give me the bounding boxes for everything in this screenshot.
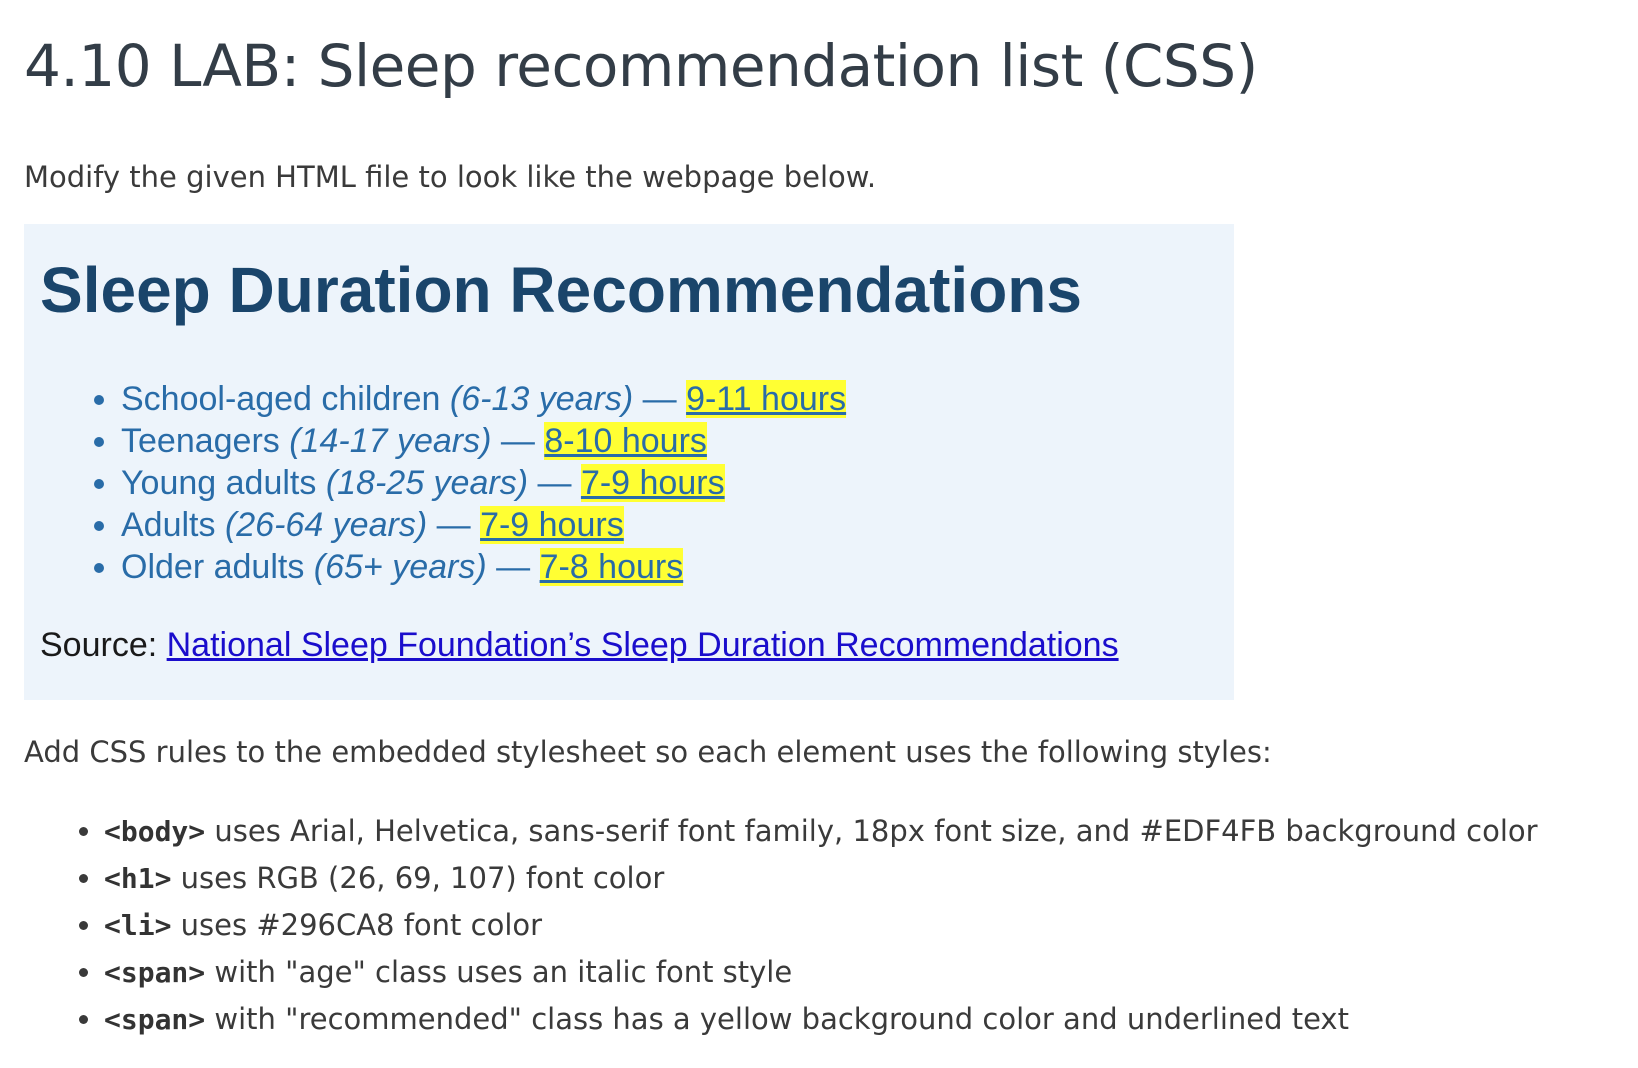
separator: — bbox=[427, 506, 481, 544]
separator: — bbox=[528, 464, 581, 502]
age-group: Young adults bbox=[121, 464, 326, 502]
recommended-hours: 9-11 hours bbox=[686, 380, 847, 418]
rule-text: uses Arial, Helvetica, sans-serif font f… bbox=[205, 814, 1538, 848]
list-item: Older adults (65+ years) — 7-8 hours bbox=[121, 546, 846, 588]
rule-text: uses #296CA8 font color bbox=[171, 908, 543, 942]
rule-text: uses RGB (26, 69, 107) font color bbox=[171, 861, 665, 895]
rule-item: <span> with "recommended" class has a ye… bbox=[104, 996, 1538, 1043]
tag-code: <body> bbox=[104, 815, 206, 848]
intro-text: Modify the given HTML file to look like … bbox=[24, 160, 877, 194]
age-range: (18-25 years) bbox=[325, 464, 529, 502]
tag-code: <span> bbox=[104, 956, 206, 989]
separator: — bbox=[633, 380, 687, 418]
css-rules-list: <body> uses Arial, Helvetica, sans-serif… bbox=[0, 808, 1538, 1043]
rule-item: <h1> uses RGB (26, 69, 107) font color bbox=[104, 855, 1538, 902]
separator: — bbox=[491, 422, 545, 460]
age-range: (14-17 years) bbox=[289, 422, 492, 460]
list-item: Adults (26-64 years) — 7-9 hours bbox=[121, 504, 846, 546]
recommended-hours: 7-9 hours bbox=[580, 464, 725, 502]
source-link[interactable]: National Sleep Foundation’s Sleep Durati… bbox=[166, 626, 1119, 664]
example-webpage: Sleep Duration Recommendations School-ag… bbox=[24, 224, 1234, 700]
list-item: Young adults (18-25 years) — 7-9 hours bbox=[121, 462, 846, 504]
rule-text: with "recommended" class has a yellow ba… bbox=[205, 1002, 1349, 1036]
age-range: (65+ years) bbox=[313, 548, 487, 586]
rule-item: <span> with "age" class uses an italic f… bbox=[104, 949, 1538, 996]
instructions-text: Add CSS rules to the embedded stylesheet… bbox=[24, 735, 1272, 769]
tag-code: <li> bbox=[104, 909, 172, 942]
example-heading: Sleep Duration Recommendations bbox=[40, 254, 1082, 326]
age-group: Adults bbox=[121, 506, 225, 544]
recommended-hours: 7-8 hours bbox=[539, 548, 684, 586]
age-group: Older adults bbox=[121, 548, 314, 586]
rule-item: <body> uses Arial, Helvetica, sans-serif… bbox=[104, 808, 1538, 855]
list-item: Teenagers (14-17 years) — 8-10 hours bbox=[121, 420, 846, 462]
source-label: Source: bbox=[40, 626, 167, 664]
recommended-hours: 8-10 hours bbox=[544, 422, 707, 460]
age-group: School-aged children bbox=[121, 380, 450, 418]
separator: — bbox=[486, 548, 540, 586]
list-item: School-aged children (6-13 years) — 9-11… bbox=[121, 378, 847, 420]
source-line: Source: National Sleep Foundation’s Slee… bbox=[40, 624, 1119, 666]
age-range: (6-13 years) bbox=[449, 380, 634, 418]
age-group: Teenagers bbox=[121, 422, 290, 460]
tag-code: <h1> bbox=[104, 862, 172, 895]
sleep-recommendation-list: School-aged children (6-13 years) — 9-11… bbox=[24, 378, 847, 588]
age-range: (26-64 years) bbox=[224, 506, 428, 544]
rule-text: with "age" class uses an italic font sty… bbox=[205, 955, 793, 989]
recommended-hours: 7-9 hours bbox=[480, 506, 624, 544]
rule-item: <li> uses #296CA8 font color bbox=[104, 902, 1538, 949]
tag-code: <span> bbox=[104, 1003, 206, 1036]
lab-title: 4.10 LAB: Sleep recommendation list (CSS… bbox=[24, 32, 1258, 100]
